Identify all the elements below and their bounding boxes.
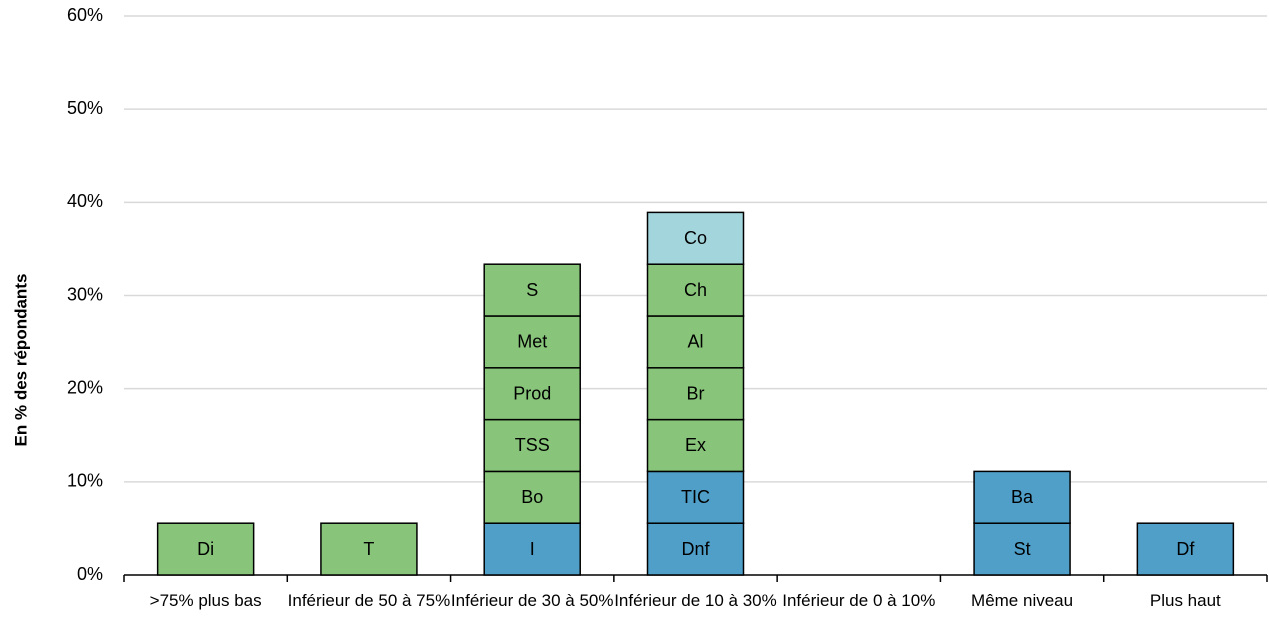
x-tick-label: Inférieur de 50 à 75% <box>287 591 451 610</box>
segment-label: S <box>526 280 538 300</box>
segment-label: St <box>1014 539 1031 559</box>
y-tick-label: 30% <box>67 284 103 304</box>
bar-segment <box>1136 522 1235 576</box>
x-tick-label: Inférieur de 0 à 10% <box>782 591 936 610</box>
segment-label: Co <box>684 228 707 248</box>
bar-segment <box>483 470 581 524</box>
x-tick-label: Même niveau <box>971 591 1074 610</box>
bar-segment <box>646 263 745 317</box>
x-tick-label: Inférieur de 30 à 50% <box>450 591 614 610</box>
segment-label: Di <box>197 539 214 559</box>
segment-label: Df <box>1176 539 1195 559</box>
bar-segment <box>646 418 745 473</box>
segment-label: T <box>363 539 374 559</box>
y-tick-label: 50% <box>67 98 103 118</box>
bar-segment <box>483 263 581 317</box>
segment-label: Bo <box>521 487 543 507</box>
segment-label: Ex <box>685 435 706 455</box>
bar-segment <box>156 522 255 576</box>
segment-label: Prod <box>513 383 551 403</box>
y-axis-label: En % des répondants <box>11 274 30 447</box>
bar-segment <box>483 367 581 421</box>
segment-label: Met <box>517 332 547 352</box>
bar-segment <box>646 522 745 576</box>
segment-label: Ch <box>684 280 707 300</box>
x-tick-label: Plus haut <box>1149 591 1221 610</box>
segment-label: Dnf <box>681 539 710 559</box>
bar-segment <box>483 418 581 473</box>
bar-segment <box>646 367 745 421</box>
segment-label: Al <box>687 332 703 352</box>
bar-segment <box>973 522 1071 576</box>
segment-label: Br <box>687 383 705 403</box>
bar-segment <box>646 315 745 369</box>
bar-segment <box>320 522 418 576</box>
bar-segment <box>483 522 581 576</box>
y-tick-label: 20% <box>67 377 103 397</box>
bar-segment <box>646 211 745 265</box>
y-tick-label: 0% <box>77 564 103 584</box>
y-tick-label: 60% <box>67 5 103 25</box>
segment-label: TIC <box>681 487 710 507</box>
y-tick-label: 10% <box>67 471 103 491</box>
y-tick-label: 40% <box>67 191 103 211</box>
segment-label: TSS <box>515 435 550 455</box>
bar-segment <box>646 470 745 524</box>
x-tick-label: >75% plus bas <box>149 591 262 610</box>
segment-label: Ba <box>1011 487 1034 507</box>
segment-label: I <box>530 539 535 559</box>
x-tick-label: Inférieur de 10 à 30% <box>614 591 777 610</box>
bar-segment <box>973 470 1071 524</box>
